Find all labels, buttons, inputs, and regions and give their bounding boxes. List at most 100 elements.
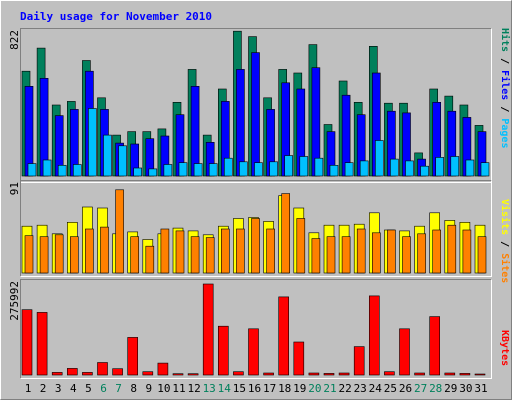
pages-bar <box>480 162 490 177</box>
files-bar <box>236 69 245 177</box>
kbytes-bar <box>21 309 33 376</box>
sites-bar <box>175 230 185 274</box>
legend-kbytes: KBytes <box>499 330 510 366</box>
sites-bar <box>39 236 49 274</box>
sites-bar <box>251 218 260 274</box>
kbytes-bar <box>444 372 456 376</box>
kbytes-bar <box>263 372 274 376</box>
kbytes-bar <box>368 295 380 376</box>
day-label: 16 <box>248 382 261 395</box>
kbytes-bar <box>82 372 93 376</box>
files-bar <box>24 86 34 177</box>
pages-bar <box>450 156 460 177</box>
sites-bar <box>190 236 200 274</box>
pages-bar <box>103 134 112 177</box>
sites-bar <box>100 226 109 274</box>
day-label: 4 <box>70 382 77 395</box>
kbytes-bar <box>278 296 290 376</box>
day-label: 31 <box>474 382 487 395</box>
kbytes-bar <box>218 325 229 376</box>
day-labels: 1 2 3 4 5 6 7 8 9 10 11 12 13 14 15 16 17 18 19 20 21 22 23 24 2… <box>25 382 488 395</box>
visits-sites-legend: Visits / Sites <box>499 199 511 283</box>
sites-bar <box>130 236 139 274</box>
day-label: 18 <box>278 382 291 395</box>
kbytes-bar <box>323 373 335 376</box>
sites-bar <box>417 233 426 274</box>
sites-bar <box>296 218 306 274</box>
kbytes-panel-ymax-label: 275992 <box>8 281 21 321</box>
day-label: 8 <box>130 382 137 395</box>
legend-separator: / <box>499 58 510 70</box>
pages-bar <box>299 156 309 177</box>
sites-bar <box>356 228 366 274</box>
chart-title: Daily usage for November 2010 <box>20 10 212 23</box>
sites-bar <box>266 228 275 274</box>
sites-bar <box>54 234 64 274</box>
sites-bar <box>205 237 215 274</box>
kbytes-bar <box>67 368 78 376</box>
day-label: 27 <box>414 382 427 395</box>
day-label: 26 <box>399 382 412 395</box>
pages-bar <box>420 165 429 177</box>
pages-bar <box>239 161 248 177</box>
sites-bar <box>24 235 34 274</box>
day-label: 2 <box>40 382 47 395</box>
day-label: 9 <box>145 382 152 395</box>
kbytes-bar <box>142 371 154 376</box>
day-label: 25 <box>384 382 397 395</box>
pages-bar <box>73 164 82 177</box>
kbytes-legend: KBytes <box>499 330 510 366</box>
pages-bar <box>88 108 97 177</box>
kbytes-bar <box>187 373 199 376</box>
kbytes-bar <box>202 283 214 376</box>
kbytes-bar <box>248 328 259 376</box>
legend-separator: / <box>499 241 510 253</box>
day-label: 6 <box>100 382 107 395</box>
pages-bar <box>314 157 324 177</box>
day-label: 1 <box>25 382 32 395</box>
kbytes-bar <box>429 316 441 376</box>
kbytes-bar <box>127 337 138 376</box>
pages-bar <box>27 163 37 177</box>
day-label: 12 <box>187 382 200 395</box>
day-label: 24 <box>369 382 383 395</box>
pages-bar <box>178 162 188 177</box>
files-bar <box>251 52 260 177</box>
sites-bar <box>447 224 457 274</box>
kbytes-bar <box>293 341 305 376</box>
sites-bar <box>387 229 396 274</box>
kbytes-bar <box>399 328 410 376</box>
day-label: 29 <box>444 382 457 395</box>
kbytes-bar <box>384 371 395 376</box>
day-label: 5 <box>85 382 92 395</box>
pages-bar <box>284 155 294 177</box>
kbytes-bar <box>414 372 425 376</box>
pages-bar <box>254 162 263 177</box>
pages-bar <box>57 165 67 177</box>
hits-files-pages-legend: Hits / Files / Pages <box>499 28 511 148</box>
pages-bar <box>148 168 158 177</box>
sites-bar <box>432 229 442 274</box>
sites-bar <box>115 189 124 274</box>
pages-bar <box>208 163 218 177</box>
pages-bar <box>374 140 384 177</box>
sites-bar <box>477 236 487 274</box>
day-label: 11 <box>172 382 185 395</box>
hits-panel-ymax-label: 822 <box>8 30 21 50</box>
sites-bar <box>402 236 411 274</box>
kbytes-bar <box>474 373 486 376</box>
day-label: 7 <box>115 382 122 395</box>
legend-files: Files <box>499 70 511 100</box>
pages-bar <box>435 157 445 177</box>
day-label: 22 <box>338 382 351 395</box>
day-label: 28 <box>429 382 442 395</box>
sites-bar <box>281 193 291 274</box>
pages-bar <box>359 160 369 177</box>
sites-bar <box>221 228 230 274</box>
files-bar <box>190 86 200 177</box>
pages-bar <box>329 165 339 177</box>
day-label: 30 <box>459 382 472 395</box>
day-label: 3 <box>55 382 62 395</box>
